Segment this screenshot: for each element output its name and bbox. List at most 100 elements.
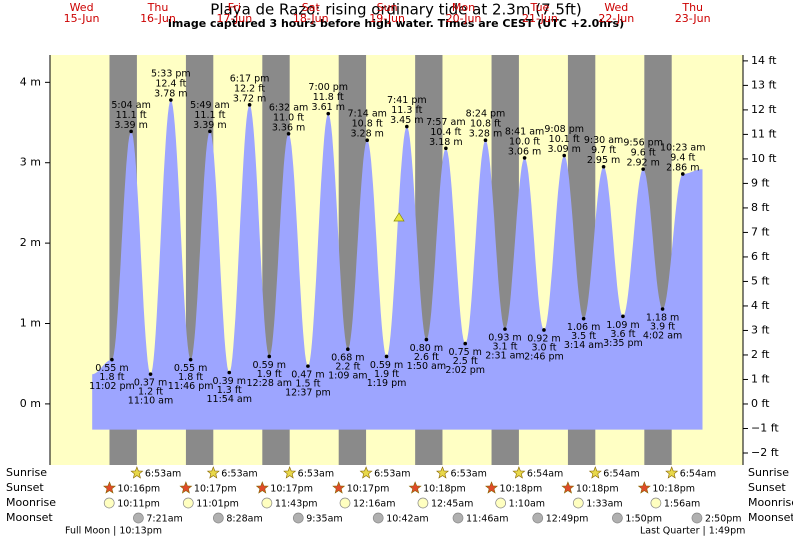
day-date: 20-Jun bbox=[446, 12, 482, 25]
y-tick-label: 0 m bbox=[20, 397, 41, 410]
extreme-time: 3:14 am bbox=[564, 340, 603, 351]
extreme-height-ft: 10.0 ft bbox=[509, 136, 540, 147]
tide-extreme-point bbox=[267, 354, 272, 359]
extreme-height-ft: 9.6 ft bbox=[631, 148, 656, 159]
extreme-height-m: 0.92 m bbox=[527, 333, 560, 344]
astro-time: 6:54am bbox=[527, 469, 563, 480]
moon-icon bbox=[612, 512, 623, 524]
tide-extreme-point bbox=[148, 372, 153, 376]
extreme-height-ft: 11.1 ft bbox=[194, 110, 225, 121]
tide-extreme-point bbox=[365, 138, 369, 143]
extreme-height-m: 3.28 m bbox=[469, 129, 502, 140]
star-icon bbox=[665, 466, 679, 479]
tide-extreme-point bbox=[188, 357, 193, 362]
extreme-time: 6:32 am bbox=[269, 102, 308, 113]
extreme-height-ft: 12.4 ft bbox=[155, 79, 186, 90]
extreme-height-m: 0.39 m bbox=[213, 376, 246, 387]
extreme-height-ft: 1.3 ft bbox=[217, 385, 242, 396]
chart-subtitle: Image captured 3 hours before high water… bbox=[168, 17, 624, 30]
tide-extreme-point bbox=[247, 103, 252, 107]
moon-icon bbox=[261, 497, 273, 509]
extreme-time: 2:31 am bbox=[485, 351, 524, 362]
astro-time: 10:18pm bbox=[652, 484, 695, 495]
day-weekday: Sun bbox=[377, 1, 398, 14]
extreme-height-ft: 10.4 ft bbox=[430, 127, 461, 138]
tide-curve bbox=[92, 100, 703, 430]
y2-tick-label: 11 ft bbox=[751, 127, 777, 140]
day-date: 21-Jun bbox=[522, 12, 558, 25]
tide-extreme-point bbox=[483, 138, 488, 143]
y2-tick-label: 5 ft bbox=[751, 274, 770, 287]
extreme-time: 1:09 am bbox=[328, 371, 367, 382]
astro-time: 7:21am bbox=[146, 514, 182, 525]
extreme-time: 7:41 pm bbox=[387, 95, 427, 106]
extreme-height-ft: 10.8 ft bbox=[470, 119, 501, 130]
row-label: Sunrise bbox=[6, 466, 47, 479]
day-weekday: Thu bbox=[681, 1, 703, 14]
moon-icon bbox=[212, 512, 224, 524]
astro-time: 6:54am bbox=[680, 469, 716, 480]
extreme-time: 7:14 am bbox=[347, 109, 386, 120]
star-icon bbox=[130, 466, 144, 479]
y2-tick-label: 7 ft bbox=[751, 225, 770, 238]
star-icon bbox=[206, 466, 220, 479]
star-icon bbox=[359, 466, 373, 479]
extreme-time: 1:19 pm bbox=[367, 378, 407, 389]
extreme-height-m: 3.61 m bbox=[312, 102, 345, 113]
annotations: 4 m 3 m 2 m 1 m 0 m 14 ft 13 ft 12 ft 11 ft 10 ft… bbox=[6, 54, 793, 537]
y2-tick-label: 1 ft bbox=[751, 372, 770, 385]
astro-time: 1:56am bbox=[664, 499, 700, 510]
astro-time: 12:49pm bbox=[546, 514, 589, 525]
day-date: 22-Jun bbox=[598, 12, 634, 25]
tide-extreme-point bbox=[542, 328, 546, 332]
y2-tick-label: 6 ft bbox=[751, 250, 770, 263]
star-icon bbox=[283, 466, 297, 479]
extreme-height-ft: 3.9 ft bbox=[650, 322, 675, 333]
extreme-time: 11:46 pm bbox=[168, 381, 214, 392]
extreme-height-ft: 9.4 ft bbox=[670, 152, 695, 163]
extreme-height-ft: 3.5 ft bbox=[571, 331, 596, 342]
extreme-height-m: 1.18 m bbox=[646, 313, 679, 324]
extreme-time: 12:28 am bbox=[247, 378, 292, 389]
extreme-height-ft: 1.2 ft bbox=[138, 387, 163, 398]
tide-extreme-point bbox=[424, 337, 429, 342]
tide-extreme-point bbox=[522, 156, 527, 160]
extreme-time: 5:49 am bbox=[190, 100, 229, 111]
extreme-time: 6:17 pm bbox=[230, 73, 270, 84]
extreme-height-m: 3.72 m bbox=[233, 93, 266, 104]
tide-extreme-point bbox=[110, 357, 114, 362]
extreme-height-m: 0.55 m bbox=[95, 363, 128, 374]
extreme-height-m: 0.47 m bbox=[291, 370, 324, 381]
day-weekday: Sat bbox=[302, 1, 321, 14]
astro-time: 2:50pm bbox=[705, 514, 742, 525]
tide-extreme-point bbox=[405, 124, 409, 129]
y2-tick-label: −1 ft bbox=[751, 421, 779, 434]
y-tick-label: 4 m bbox=[20, 75, 41, 88]
day-date: 15-Jun bbox=[64, 12, 100, 25]
extreme-time: 5:04 am bbox=[111, 100, 150, 111]
extreme-height-m: 2.92 m bbox=[626, 158, 659, 169]
extreme-time: 9:08 pm bbox=[544, 124, 584, 135]
extreme-time: 2:46 pm bbox=[524, 351, 564, 362]
row-label: Sunset bbox=[748, 481, 786, 494]
moon-icon bbox=[532, 512, 544, 524]
moon-icon bbox=[495, 497, 507, 509]
star-icon bbox=[485, 481, 498, 494]
extreme-height-ft: 10.1 ft bbox=[549, 134, 580, 145]
day-weekday: Thu bbox=[147, 1, 169, 14]
day-date: 18-Jun bbox=[293, 12, 329, 25]
astro-time: 10:16pm bbox=[117, 484, 160, 495]
y-tick-label: 3 m bbox=[20, 156, 41, 169]
astro-time: 12:16am bbox=[353, 499, 395, 510]
extreme-height-ft: 3.0 ft bbox=[531, 342, 556, 353]
extreme-time: 1:50 am bbox=[407, 361, 446, 372]
extreme-height-m: 0.80 m bbox=[410, 343, 443, 354]
chart-title: Playa de Razo: rising ordinary tide at 2… bbox=[210, 1, 581, 19]
extreme-time: 7:00 pm bbox=[308, 82, 348, 93]
astro-time: 1:10am bbox=[509, 499, 545, 510]
y2-tick-label: 4 ft bbox=[751, 299, 770, 312]
extreme-height-m: 2.95 m bbox=[587, 155, 620, 166]
y2-tick-label: 10 ft bbox=[751, 152, 777, 165]
star-icon bbox=[408, 481, 422, 494]
current-tide-marker bbox=[393, 212, 405, 222]
